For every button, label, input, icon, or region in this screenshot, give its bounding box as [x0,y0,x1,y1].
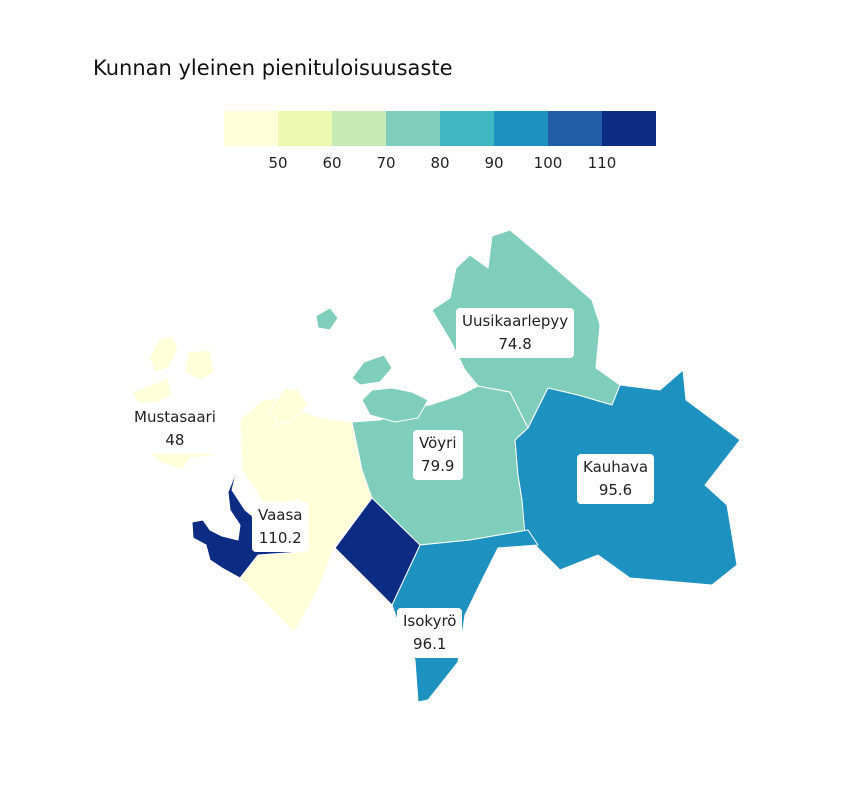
legend-swatch-7 [602,111,656,146]
label-kauhava: Kauhava 95.6 [577,454,655,504]
legend-swatch-1 [278,111,332,146]
legend-tick: 60 [322,154,342,172]
region-name: Vaasa [258,506,303,524]
legend-swatch-6 [548,111,602,146]
region-mustasaari[interactable] [131,335,373,633]
legend-tick: 80 [430,154,450,172]
region-name: Uusikaarlepyy [462,312,569,330]
legend-swatch-4 [440,111,494,146]
region-value: 110.2 [258,529,302,547]
legend-swatch-2 [332,111,386,146]
region-value: 48 [165,431,185,449]
region-name: Kauhava [583,458,649,476]
region-value: 95.6 [598,481,633,499]
label-mustasaari: Mustasaari 48 [128,404,222,454]
legend-swatch-5 [494,111,548,146]
region-name: Isokyrö [403,612,457,630]
label-vaasa: Vaasa 110.2 [252,502,309,552]
label-isokyro: Isokyrö 96.1 [397,608,463,658]
region-name: Mustasaari [134,408,216,426]
legend-tick: 50 [268,154,288,172]
legend-tick: 70 [376,154,396,172]
map-title: Kunnan yleinen pienituloisuusaste [93,56,453,80]
color-legend: 50 60 70 80 90 100 110 [224,111,656,183]
region-value: 96.1 [413,635,447,653]
region-value: 74.8 [498,335,532,353]
legend-swatch-3 [386,111,440,146]
label-uusikaarlepyy: Uusikaarlepyy 74.8 [456,308,575,358]
legend-tick: 110 [587,154,617,172]
region-value: 79.9 [421,457,455,475]
region-name: Vöyri [419,434,457,452]
region-inner-unlabeled[interactable] [334,497,421,606]
legend-tick: 90 [484,154,504,172]
legend-tick: 100 [533,154,563,172]
label-voyri: Vöyri 79.9 [413,430,463,480]
legend-swatch-0 [224,111,278,146]
